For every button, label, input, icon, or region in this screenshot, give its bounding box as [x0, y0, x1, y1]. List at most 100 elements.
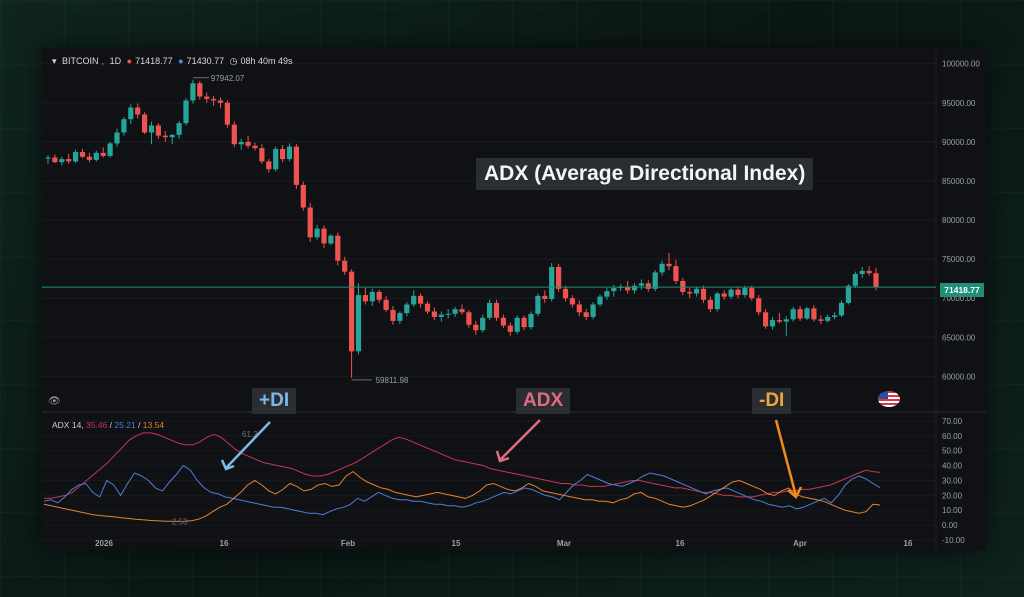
candle-body — [838, 302, 845, 316]
candle-body — [397, 313, 403, 321]
di-minus-trough-annotation: 2.53 — [172, 517, 188, 526]
candle-body — [321, 228, 327, 244]
adx-arrowhead — [495, 450, 510, 463]
candle-body — [197, 83, 203, 97]
candle-body — [404, 304, 410, 314]
candle-body — [238, 141, 244, 145]
series-line-adx — [44, 432, 881, 499]
candle-body — [583, 312, 589, 317]
candle-body — [694, 288, 700, 294]
candle-body — [224, 102, 230, 125]
symbol-name[interactable]: BITCOIN — [62, 56, 99, 66]
candle-body — [535, 295, 541, 314]
candle-body — [542, 295, 548, 299]
candle-body — [355, 295, 362, 352]
eye-hidden-icon[interactable]: 👁 — [48, 396, 61, 407]
candle-body — [335, 235, 341, 261]
adx-arrow — [499, 419, 541, 461]
candle-body — [638, 283, 644, 286]
candle-body — [162, 135, 168, 138]
candle-body — [155, 125, 161, 136]
candle-body — [666, 263, 672, 267]
candle-body — [217, 100, 224, 103]
candle-body — [680, 281, 686, 292]
candle-body — [204, 96, 210, 99]
candle-body — [135, 107, 141, 115]
price-tick-label: 60000.00 — [942, 372, 976, 381]
candle-body — [783, 319, 789, 322]
price-tick-label: 100000.00 — [942, 60, 980, 69]
price-tick-label: 95000.00 — [942, 99, 976, 108]
candle-body — [183, 100, 189, 124]
indicator-name: ADX 14 — [52, 420, 82, 430]
price-tick-label: 75000.00 — [942, 255, 976, 264]
price-tick-label: 90000.00 — [942, 138, 976, 147]
candle-body — [266, 161, 272, 170]
candle-body — [728, 289, 734, 297]
candle-body — [328, 235, 334, 244]
candle-body — [190, 83, 196, 101]
candle-body — [259, 148, 265, 162]
chart-panel[interactable] — [42, 48, 986, 550]
di-plus-arrowhead — [220, 459, 235, 471]
candle-body — [493, 302, 500, 318]
series-line-minusdi — [43, 470, 881, 522]
candle-body — [107, 143, 113, 156]
candle-body — [811, 308, 817, 320]
candle-body — [480, 317, 486, 331]
candle-body — [804, 308, 810, 319]
candle-body — [349, 271, 355, 352]
candle-body — [114, 132, 120, 144]
candle-body — [376, 291, 382, 300]
x-tick-label: 16 — [676, 539, 685, 548]
candle-body — [418, 295, 424, 304]
x-tick-label: Feb — [341, 539, 355, 548]
bar-countdown: 08h 40m 49s — [240, 56, 293, 66]
indicator-legend[interactable]: ADX 14, 35.46 / 25.21 / 13.54 — [52, 420, 165, 430]
adx-tick-label: 70.00 — [942, 417, 963, 426]
high-annotation: 97942.07 — [211, 74, 245, 83]
candle-body — [507, 325, 513, 332]
candle-body — [825, 316, 831, 321]
clock-icon: ◷ — [229, 56, 238, 66]
candle-body — [314, 228, 320, 238]
candle-body — [286, 146, 293, 160]
x-tick-label: 15 — [452, 539, 461, 548]
candle-body — [342, 260, 348, 272]
candle-body — [411, 295, 417, 305]
candle-body — [735, 289, 741, 296]
candle-body — [390, 309, 396, 321]
di-minus-callout: -DI — [752, 388, 792, 414]
candle-body — [307, 207, 313, 238]
candle-body — [452, 309, 458, 314]
di-minus-arrow — [774, 419, 798, 497]
chevron-down-icon[interactable]: ▾ — [52, 56, 57, 66]
candle-body — [873, 273, 879, 288]
candle-body — [211, 98, 217, 101]
candle-body — [280, 148, 286, 160]
candle-body — [790, 309, 796, 320]
candle-body — [93, 152, 99, 160]
candle-body — [438, 314, 444, 317]
candle-body — [73, 152, 79, 162]
candle-body — [549, 266, 555, 299]
candle-body — [611, 288, 617, 292]
adx-tick-label: 40.00 — [942, 462, 963, 471]
interval-label[interactable]: 1D — [109, 56, 122, 66]
adx-tick-label: 60.00 — [942, 432, 963, 441]
candle-body — [79, 152, 86, 157]
candle-body — [169, 134, 175, 138]
candle-body — [293, 146, 299, 185]
candle-body — [749, 288, 755, 299]
candle-body — [797, 309, 803, 319]
adx-tick-label: -10.00 — [942, 536, 965, 545]
di-plus-callout: +DI — [252, 388, 297, 414]
candle-body — [231, 124, 237, 145]
candle-body — [859, 270, 865, 274]
candle-body — [142, 114, 148, 133]
adx-tick-label: 30.00 — [942, 476, 963, 485]
candle-body — [721, 293, 727, 297]
red-dot-icon: ● — [126, 56, 133, 66]
candle-body — [776, 320, 782, 322]
